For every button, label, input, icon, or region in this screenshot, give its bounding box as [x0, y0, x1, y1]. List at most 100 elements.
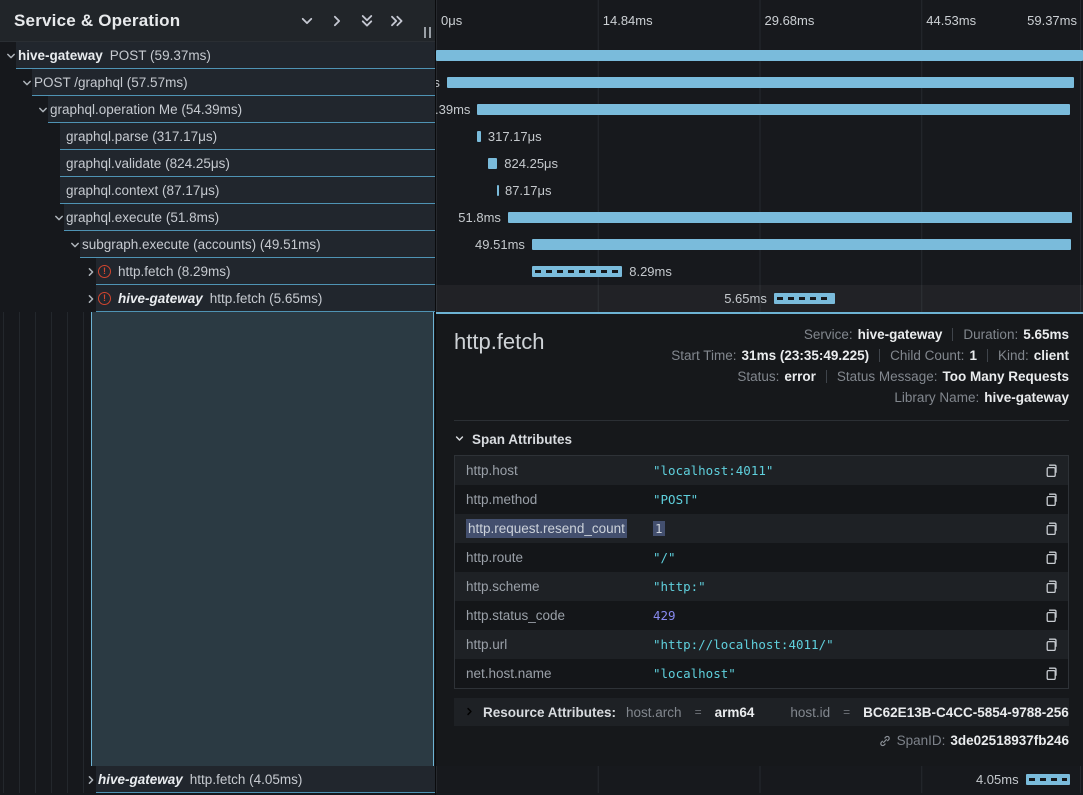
chevron-down-icon[interactable] [68, 239, 82, 251]
timeline-row[interactable] [436, 42, 1083, 69]
timeline-rows: 57.57ms 54.39ms 317.17μs 824.25μs 87.17μs 51.… [436, 42, 1083, 312]
chevron-down-icon[interactable] [4, 50, 18, 62]
span-id-value: 3de02518937fb246 [950, 733, 1069, 748]
self-time-dashes [534, 270, 620, 273]
timeline-row[interactable]: 51.8ms [436, 204, 1083, 231]
double-chevron-right-button[interactable] [389, 13, 405, 29]
chevron-right-icon[interactable] [84, 266, 98, 278]
timeline-row[interactable]: 4.05ms [436, 766, 1083, 793]
chevron-right-button[interactable] [329, 13, 345, 29]
meta-line: Service: hive-gateway Duration: 5.65ms [671, 324, 1069, 345]
divider [454, 420, 1069, 421]
copy-button[interactable] [1034, 550, 1068, 565]
row-highlight [60, 150, 435, 177]
meta-value: 31ms (23:35:49.225) [741, 348, 870, 363]
resource-attributes-row[interactable]: Resource Attributes: host.arch = arm64 host.… [454, 698, 1069, 726]
timeline-row[interactable]: 5.65ms [436, 285, 1083, 312]
attribute-value: 429 [653, 608, 676, 623]
copy-button[interactable] [1034, 608, 1068, 623]
span-tree-row[interactable]: hive-gateway POST (59.37ms) [0, 42, 435, 69]
copy-button[interactable] [1034, 579, 1068, 594]
operation-label: subgraph.execute (accounts) (49.51ms) [82, 237, 321, 252]
span-bar[interactable] [477, 104, 1071, 115]
attribute-key: http.status_code [466, 608, 566, 623]
span-tree-row[interactable]: hive-gateway http.fetch (4.05ms) [0, 766, 435, 793]
chevron-down-icon [39, 107, 47, 112]
span-bar[interactable] [1025, 774, 1070, 785]
timeline-bottom-row: 4.05ms [436, 766, 1083, 793]
span-tree-row[interactable]: graphql.parse (317.17μs) [0, 123, 435, 150]
meta-value: hive-gateway [857, 327, 943, 342]
selected-span-region[interactable] [91, 312, 434, 766]
double-chevron-down-icon [361, 14, 373, 26]
row-content: hive-gateway http.fetch (4.05ms) [0, 772, 435, 787]
span-bar[interactable] [436, 50, 1083, 61]
duration-label: 57.57ms [436, 75, 440, 90]
span-id-line: SpanID: 3de02518937fb246 [454, 733, 1069, 748]
chevron-down-icon[interactable] [20, 77, 34, 89]
duration-label: 5.65ms [724, 291, 767, 306]
indent-guide [67, 312, 68, 793]
copy-icon [1046, 580, 1057, 594]
span-tree-rows: hive-gateway POST (59.37ms) POST /graphql … [0, 42, 435, 312]
span-bar[interactable] [773, 293, 836, 304]
span-bar[interactable] [497, 185, 500, 196]
timeline-row[interactable]: 824.25μs [436, 150, 1083, 177]
meta-separator [825, 370, 827, 383]
row-highlight [80, 231, 435, 258]
chevron-down-button[interactable] [299, 13, 315, 29]
timeline-row[interactable]: 87.17μs [436, 177, 1083, 204]
span-bar[interactable] [477, 131, 481, 142]
meta-label: Status Message: [836, 369, 938, 384]
panel-resize-handle[interactable] [424, 27, 431, 38]
row-highlight [60, 177, 435, 204]
span-bar[interactable] [488, 158, 498, 169]
span-tree-row[interactable]: ! http.fetch (8.29ms) [0, 258, 435, 285]
row-highlight [48, 96, 435, 123]
span-tree-row[interactable]: graphql.context (87.17μs) [0, 177, 435, 204]
span-tree-row[interactable]: subgraph.execute (accounts) (49.51ms) [0, 231, 435, 258]
error-icon: ! [98, 292, 111, 305]
span-tree-row[interactable]: POST /graphql (57.57ms) [0, 69, 435, 96]
duration-label: 87.17μs [504, 183, 552, 198]
chevron-right-icon[interactable] [84, 293, 98, 305]
row-highlight [96, 285, 435, 312]
link-icon[interactable] [878, 733, 897, 748]
span-tree-row[interactable]: graphql.execute (51.8ms) [0, 204, 435, 231]
timeline-row[interactable]: 49.51ms [436, 231, 1083, 258]
span-bar[interactable] [531, 266, 623, 277]
copy-button[interactable] [1034, 492, 1068, 507]
operation-label: http.fetch (4.05ms) [189, 772, 303, 787]
attribute-row: net.host.name "localhost" [455, 659, 1068, 688]
timeline-row[interactable]: 57.57ms [436, 69, 1083, 96]
copy-icon [1046, 493, 1057, 507]
resource-key: host.id [790, 704, 831, 720]
timeline-axis: 0μs 14.84ms 29.68ms 44.53ms 59.37ms [436, 0, 1083, 42]
copy-button[interactable] [1034, 521, 1068, 536]
tree-toolbar [299, 13, 405, 29]
span-bar[interactable] [446, 77, 1075, 88]
span-tree-row[interactable]: ! hive-gateway http.fetch (5.65ms) [0, 285, 435, 312]
chevron-down-icon[interactable] [52, 212, 66, 224]
timeline-row[interactable]: 317.17μs [436, 123, 1083, 150]
span-bar[interactable] [507, 212, 1073, 223]
row-content: ! hive-gateway http.fetch (5.65ms) [0, 291, 435, 306]
span-bar[interactable] [531, 239, 1072, 250]
row-highlight [64, 204, 435, 231]
span-tree-row[interactable]: graphql.operation Me (54.39ms) [0, 96, 435, 123]
chevron-right-icon[interactable] [84, 774, 98, 786]
copy-button[interactable] [1034, 637, 1068, 652]
span-tree-row[interactable]: graphql.validate (824.25μs) [0, 150, 435, 177]
double-chevron-down-button[interactable] [359, 13, 375, 29]
copy-button[interactable] [1034, 666, 1068, 681]
chevron-down-icon[interactable] [36, 104, 50, 116]
attribute-value: "localhost:4011" [653, 463, 774, 478]
panel-title: Service & Operation [14, 10, 181, 30]
service-name: hive-gateway [118, 291, 203, 306]
timeline-row[interactable]: 54.39ms [436, 96, 1083, 123]
span-attributes-header[interactable]: Span Attributes [454, 432, 1069, 447]
copy-button[interactable] [1034, 463, 1068, 478]
selected-text: 1 [653, 521, 665, 536]
timeline-row[interactable]: 8.29ms [436, 258, 1083, 285]
